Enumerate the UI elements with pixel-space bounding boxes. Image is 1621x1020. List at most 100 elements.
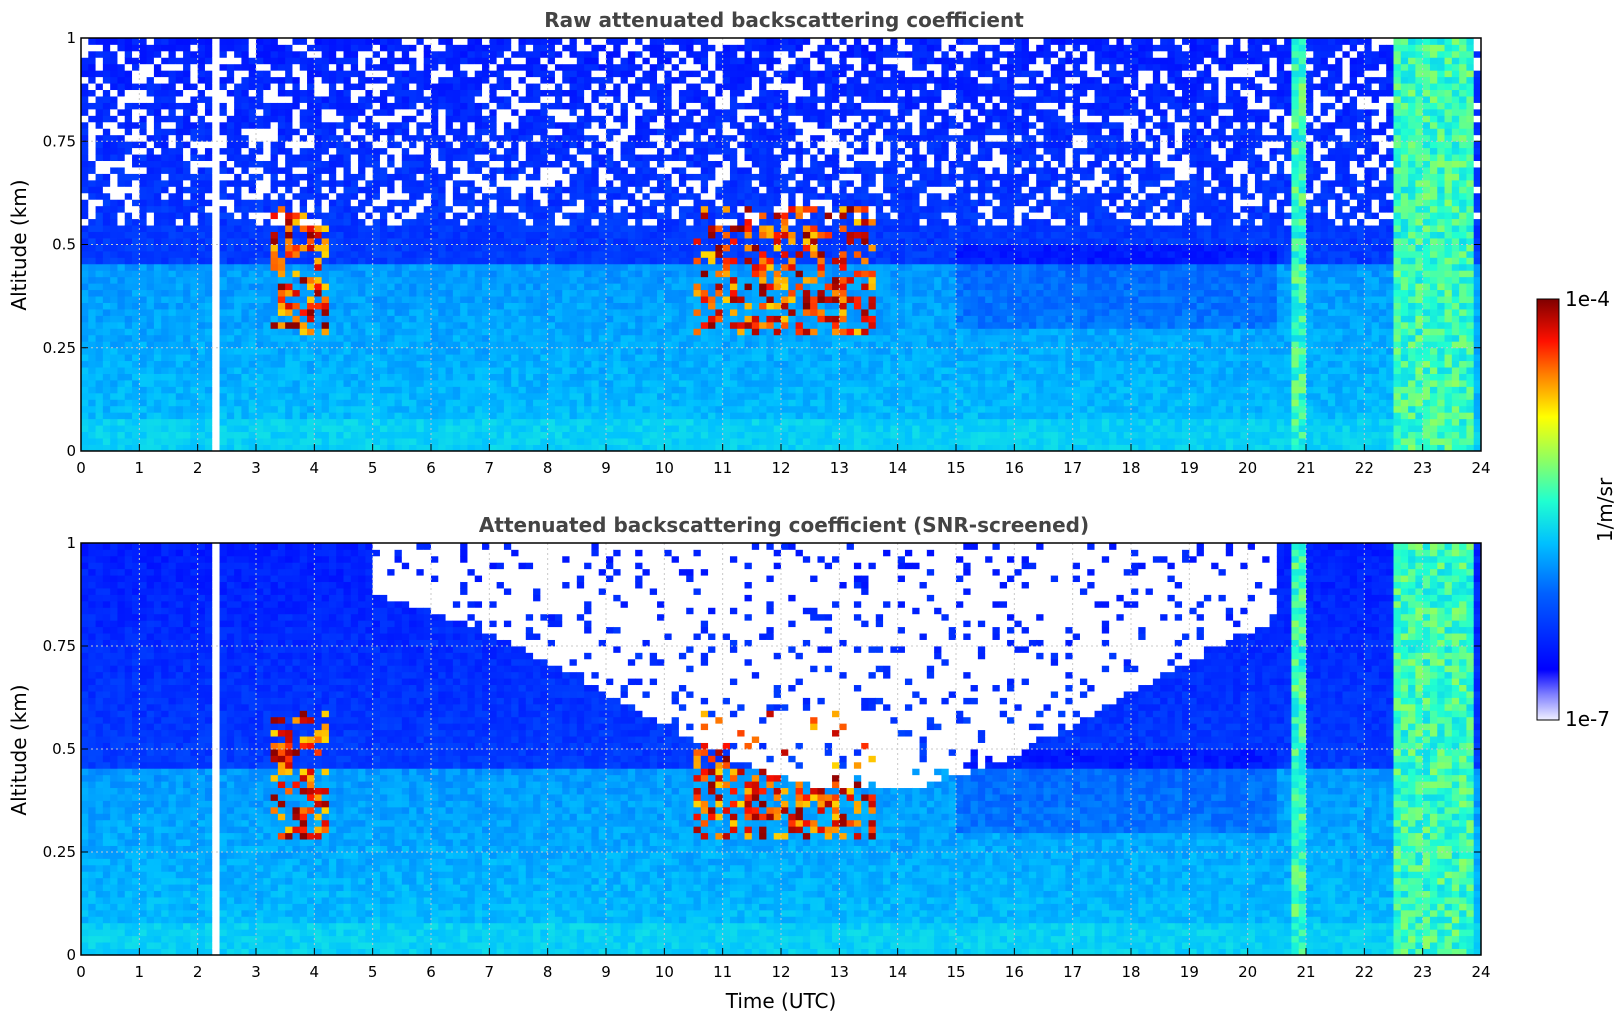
heatmap-cell (197, 399, 206, 407)
heatmap-cell (569, 205, 578, 213)
heatmap-cell (117, 238, 126, 245)
heatmap-cell (314, 83, 323, 91)
heatmap-cell (168, 38, 177, 45)
heatmap-cell (292, 263, 301, 271)
heatmap-cell (226, 302, 235, 310)
heatmap-cell (321, 315, 330, 323)
heatmap-cell (175, 70, 184, 78)
heatmap-cell (190, 179, 199, 187)
heatmap-cell (248, 57, 257, 65)
heatmap-cell (511, 154, 519, 162)
heatmap-cell (219, 57, 228, 65)
heatmap-cell (431, 418, 439, 426)
heatmap-cell (584, 347, 592, 355)
heatmap-cell (401, 263, 410, 271)
heatmap-cell (81, 38, 89, 45)
heatmap-cell (219, 89, 228, 97)
heatmap-cell (132, 218, 140, 226)
heatmap-cell (635, 83, 643, 91)
heatmap-cell (219, 147, 228, 155)
heatmap-cell (263, 199, 271, 207)
heatmap-cell (197, 289, 206, 297)
heatmap-cell (460, 412, 468, 420)
heatmap-cell (263, 160, 271, 168)
heatmap-cell (423, 283, 432, 291)
heatmap-cell (511, 276, 519, 284)
heatmap-cell (438, 257, 446, 265)
heatmap-cell (132, 296, 140, 303)
heatmap-cell (511, 334, 519, 342)
heatmap-cell (161, 199, 169, 207)
heatmap-cell (336, 83, 344, 91)
heatmap-cell (365, 296, 374, 303)
heatmap-cell (401, 57, 410, 65)
heatmap-cell (95, 289, 104, 297)
heatmap-cell (584, 373, 592, 381)
heatmap-cell (277, 302, 286, 310)
heatmap-cell (467, 438, 476, 445)
heatmap-cell (591, 341, 600, 349)
heatmap-cell (124, 431, 133, 439)
heatmap-cell (452, 115, 461, 123)
heatmap-cell (452, 341, 461, 349)
heatmap-cell (212, 205, 220, 213)
heatmap-cell (591, 89, 600, 97)
heatmap-cell (212, 263, 220, 271)
heatmap-cell (365, 173, 374, 181)
heatmap-cell (110, 360, 118, 368)
heatmap-cell (234, 347, 242, 355)
heatmap-cell (321, 173, 330, 181)
heatmap-cell (620, 63, 629, 71)
heatmap-cell (525, 205, 534, 213)
heatmap-cell (547, 83, 556, 91)
heatmap-cell (438, 179, 446, 187)
heatmap-cell (328, 205, 337, 213)
heatmap-cell (226, 425, 235, 433)
heatmap-cell (350, 328, 359, 336)
heatmap-cell (292, 108, 301, 116)
heatmap-cell (117, 276, 126, 284)
heatmap-cell (489, 354, 498, 362)
heatmap-cell (263, 231, 271, 239)
heatmap-cell (241, 205, 250, 213)
heatmap-cell (627, 50, 636, 58)
heatmap-cell (277, 289, 286, 297)
heatmap-cell (226, 76, 235, 84)
heatmap-cell (482, 341, 490, 349)
heatmap-cell (204, 405, 213, 413)
heatmap-cell (452, 63, 461, 71)
heatmap-cell (270, 50, 279, 58)
heatmap-cell (132, 399, 140, 407)
heatmap-cell (248, 257, 257, 265)
heatmap-cell (117, 263, 126, 271)
heatmap-cell (445, 367, 454, 374)
heatmap-cell (401, 244, 410, 252)
heatmap-cell (81, 218, 89, 226)
heatmap-cell (554, 199, 563, 207)
heatmap-cell (270, 341, 279, 349)
heatmap-cell (540, 192, 549, 200)
heatmap-cell (314, 173, 323, 181)
heatmap-cell (401, 179, 410, 187)
heatmap-cell (321, 186, 330, 194)
heatmap-cell (175, 89, 184, 97)
heatmap-cell (212, 160, 220, 168)
heatmap-cell (445, 250, 454, 258)
heatmap-cell (139, 102, 148, 110)
heatmap-cell (102, 102, 111, 110)
heatmap-cell (197, 315, 206, 323)
heatmap-cell (642, 315, 651, 323)
heatmap-cell (554, 412, 563, 420)
heatmap-cell (452, 121, 461, 129)
heatmap-cell (372, 425, 381, 433)
heatmap-cell (175, 347, 184, 355)
heatmap-cell (124, 250, 133, 258)
heatmap-cell (204, 225, 213, 232)
heatmap-cell (533, 238, 541, 245)
heatmap-cell (168, 231, 177, 239)
heatmap-cell (540, 238, 549, 245)
heatmap-cell (190, 244, 199, 252)
heatmap-cell (445, 167, 454, 174)
heatmap-cell (285, 438, 293, 445)
heatmap-cell (299, 302, 308, 310)
